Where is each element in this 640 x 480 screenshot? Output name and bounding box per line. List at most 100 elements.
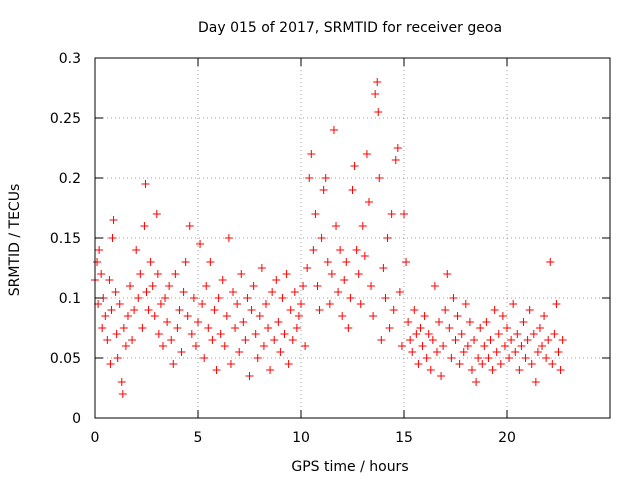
data-point [387,210,396,218]
data-point [153,270,162,278]
data-point [268,288,277,296]
y-tick-label: 0 [72,411,81,427]
data-point [435,318,444,326]
data-point [511,348,520,356]
data-point [480,342,489,350]
data-point [214,294,223,302]
data-point [241,336,250,344]
data-point [490,306,499,314]
data-point [272,276,281,284]
data-point [459,348,468,356]
data-point [161,294,170,302]
data-point [406,336,415,344]
data-point [109,216,118,224]
data-point [146,258,155,266]
data-point [266,366,275,374]
data-point [134,294,143,302]
data-point [455,360,464,368]
data-point [556,366,565,374]
data-point [369,312,378,320]
data-point [461,300,470,308]
data-point [148,282,157,290]
data-point [344,324,353,332]
data-point [130,306,139,314]
data-point [391,156,400,164]
data-point [340,276,349,284]
data-point [374,108,383,116]
data-point [103,336,112,344]
data-point [424,330,433,338]
data-point [253,354,262,362]
data-point [288,336,297,344]
data-point [533,348,542,356]
data-point [311,210,320,218]
data-point [175,306,184,314]
data-point [243,294,252,302]
data-point [290,288,299,296]
data-point [98,324,107,332]
data-point [377,336,386,344]
data-point [313,282,322,290]
data-point [123,312,132,320]
data-point [194,318,202,326]
data-point [106,360,115,368]
data-point [216,330,225,338]
data-point [274,318,283,326]
data-point [121,342,130,350]
data-point [237,270,246,278]
data-point [443,270,452,278]
data-point [210,306,219,314]
y-tick-label: 0.05 [50,351,81,367]
data-point [420,312,429,320]
data-point [321,174,330,182]
x-tick-label: 15 [395,430,413,446]
data-point [453,312,462,320]
data-point [418,342,427,350]
data-point [282,270,291,278]
data-point [142,288,151,296]
data-point [93,258,102,266]
data-point [264,324,273,332]
data-point [261,300,270,308]
data-point [542,354,551,362]
data-point [307,150,316,158]
data-point [132,246,141,254]
data-point [482,318,491,326]
data-point [179,288,188,296]
data-point [470,336,479,344]
data-point [173,324,182,332]
data-point [245,372,254,380]
data-point [181,258,190,266]
data-point [474,354,483,362]
data-point [342,258,351,266]
data-point [373,78,382,86]
data-point [95,246,104,254]
data-point [191,342,200,350]
data-point [200,354,209,362]
data-point [439,342,448,350]
y-tick-label: 0.25 [50,111,81,127]
data-point [410,306,419,314]
chart-title: Day 015 of 2017, SRMTID for receiver geo… [198,20,502,36]
data-point [414,360,423,368]
data-point [309,246,318,254]
data-point [404,318,413,326]
data-point [185,222,194,230]
data-point [350,162,359,170]
data-point [334,288,343,296]
data-point [270,336,279,344]
data-point [525,306,534,314]
data-point [338,312,347,320]
data-point [286,306,295,314]
data-point [465,318,474,326]
data-point [449,294,458,302]
y-tick-label: 0.2 [59,171,81,187]
data-point [101,312,110,320]
axis-ticks [94,57,610,419]
data-point [408,348,417,356]
data-point [428,336,437,344]
data-point [239,318,248,326]
data-point [235,348,244,356]
data-point [472,378,481,386]
data-point [336,246,345,254]
